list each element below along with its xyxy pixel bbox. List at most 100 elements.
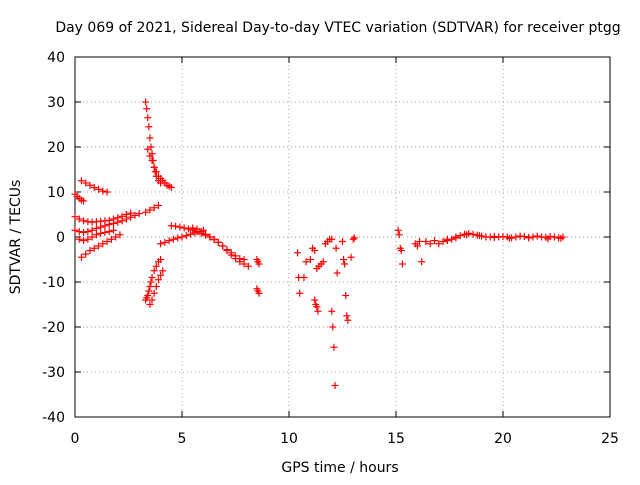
- data-point: [77, 177, 85, 185]
- y-tick-label: 0: [56, 230, 65, 246]
- data-point: [145, 287, 153, 295]
- data-point: [88, 233, 96, 241]
- data-point: [135, 210, 143, 218]
- data-point: [84, 228, 92, 236]
- data-point: [328, 235, 336, 243]
- data-point: [152, 262, 160, 270]
- data-point: [159, 267, 167, 275]
- data-point: [144, 145, 152, 153]
- series-arc-K: [142, 202, 162, 216]
- series-arc-P: [294, 249, 314, 297]
- data-point: [331, 382, 339, 389]
- data-point: [319, 258, 327, 266]
- data-point: [342, 292, 350, 299]
- data-point: [152, 283, 160, 290]
- data-point: [333, 269, 341, 277]
- data-point: [142, 98, 150, 106]
- data-point: [178, 233, 186, 241]
- data-point: [97, 229, 105, 237]
- y-tick-label: 40: [47, 50, 65, 66]
- data-point: [80, 237, 88, 245]
- data-point: [210, 236, 218, 244]
- y-axis-ticks: -40 -30 -20 -10 0 10 20 30 40: [42, 50, 610, 426]
- data-point: [105, 228, 113, 236]
- data-point: [557, 234, 565, 242]
- data-point: [154, 202, 162, 209]
- data-point: [127, 213, 135, 221]
- data-point: [311, 247, 319, 254]
- data-point: [397, 247, 405, 254]
- data-point: [71, 226, 79, 234]
- data-point: [426, 240, 434, 248]
- data-point: [122, 215, 130, 223]
- data-point: [97, 223, 105, 231]
- data-point: [148, 274, 156, 281]
- data-point: [182, 232, 190, 240]
- data-point: [169, 235, 177, 243]
- data-point: [146, 283, 154, 290]
- data-point: [330, 343, 338, 351]
- series-arc-V: [394, 226, 406, 268]
- data-point: [101, 229, 109, 236]
- data-point: [332, 244, 340, 252]
- data-point: [223, 247, 231, 254]
- data-point: [418, 258, 426, 266]
- y-tick-label: 20: [47, 140, 65, 156]
- data-point: [90, 244, 98, 252]
- x-tick-label: 20: [494, 431, 512, 447]
- data-point: [422, 238, 430, 245]
- data-point: [431, 237, 439, 245]
- data-point: [147, 278, 155, 286]
- data-point: [255, 260, 263, 268]
- data-point: [463, 231, 471, 239]
- data-point: [512, 233, 520, 241]
- data-point: [99, 187, 107, 195]
- data-point: [520, 233, 528, 241]
- data-point: [148, 296, 156, 304]
- y-tick-label: -30: [42, 365, 65, 381]
- data-point: [456, 232, 464, 240]
- data-point: [84, 235, 92, 243]
- data-point: [142, 208, 150, 216]
- data-point: [150, 289, 158, 297]
- data-point: [244, 262, 252, 270]
- data-point: [116, 231, 124, 239]
- series-arc-B: [77, 177, 111, 196]
- data-points: [71, 98, 567, 389]
- series-arc-S: [328, 244, 341, 389]
- data-point: [101, 222, 109, 230]
- data-point: [77, 253, 85, 261]
- data-point: [206, 233, 214, 241]
- series-arc-E: [77, 231, 124, 261]
- data-point: [236, 258, 244, 266]
- series-arc-D: [71, 210, 143, 236]
- y-tick-label: -40: [42, 410, 65, 426]
- data-point: [95, 185, 103, 193]
- data-point: [80, 197, 88, 205]
- data-point: [416, 238, 424, 245]
- data-point: [533, 232, 541, 240]
- data-point: [529, 233, 537, 241]
- x-axis-label: GPS time / hours: [281, 460, 398, 476]
- data-point: [112, 233, 120, 241]
- y-axis-label: SDTVAR / TECUs: [8, 180, 24, 295]
- data-point: [329, 323, 337, 331]
- data-point: [157, 271, 165, 279]
- data-point: [80, 217, 88, 225]
- data-point: [92, 231, 100, 239]
- data-point: [255, 289, 263, 297]
- data-point: [189, 224, 197, 232]
- y-tick-label: -20: [42, 320, 65, 336]
- data-point: [214, 238, 222, 246]
- y-tick-label: 10: [47, 185, 65, 201]
- data-point: [143, 105, 151, 113]
- data-point: [398, 260, 406, 268]
- x-tick-label: 25: [601, 431, 619, 447]
- data-point: [340, 256, 348, 263]
- data-point: [550, 233, 558, 241]
- data-point: [525, 234, 533, 242]
- data-point: [202, 230, 210, 238]
- data-point: [435, 240, 443, 248]
